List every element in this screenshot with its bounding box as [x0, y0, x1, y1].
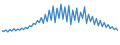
chart [0, 0, 120, 45]
data-line [2, 4, 118, 32]
plot-area [2, 4, 118, 32]
